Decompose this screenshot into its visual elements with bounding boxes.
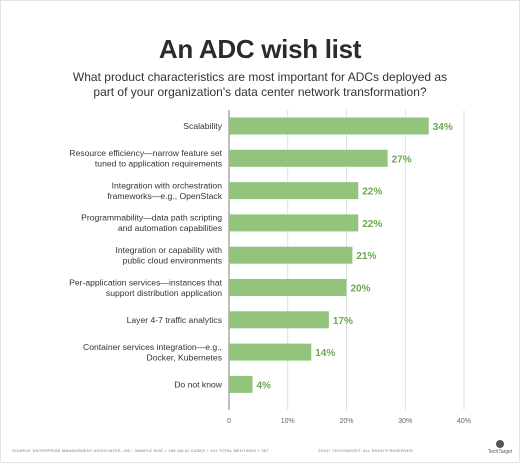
bar	[229, 117, 429, 135]
x-tick-label: 10%	[281, 418, 295, 425]
category-label-line: tuned to application requirements	[95, 159, 222, 169]
bar	[229, 279, 347, 296]
category-label: Do not know	[174, 379, 223, 389]
techtarget-logo-icon	[496, 440, 504, 448]
category-label: Integration with orchestration frameworks…	[107, 180, 222, 201]
source-note: SOURCE: ENTERPRISE MANAGEMENT ASSOCIATES…	[12, 448, 269, 453]
category-label-line: support distribution application	[106, 288, 222, 298]
category-label-line: frameworks—e.g., OpenStack	[107, 191, 222, 201]
bar	[229, 311, 329, 329]
copyright-note: ©2017 TECHTARGET. ALL RIGHTS RESERVED	[318, 448, 413, 453]
category-label-line: Integration with orchestration	[112, 180, 223, 190]
category-label-line: Container services integration—e.g.,	[83, 342, 222, 352]
category-label: Scalability	[183, 121, 222, 131]
category-label-line: Integration or capability with	[115, 245, 222, 255]
category-label: Programmability—data path scripting and a…	[81, 213, 222, 234]
x-tick-label: 40%	[457, 418, 471, 425]
bar-value-label: 21%	[356, 251, 376, 262]
techtarget-logo: TechTarget	[486, 440, 514, 455]
bar-value-label: 22%	[362, 219, 382, 230]
techtarget-logo-text: TechTarget	[487, 449, 513, 455]
bar	[229, 343, 312, 361]
bar	[229, 214, 359, 232]
category-label: Resource efficiency—narrow feature set tu…	[69, 148, 222, 169]
category-label-line: public cloud environments	[123, 255, 222, 265]
category-label: Per-application services—instances that s…	[69, 277, 222, 298]
chart-subtitle: What product characteristics are most im…	[72, 70, 448, 99]
bar-value-label: 34%	[433, 122, 453, 133]
bar	[229, 375, 253, 393]
category-label: Integration or capability with public clo…	[115, 245, 222, 266]
bar-value-label: 4%	[257, 380, 272, 391]
category-label-line: Resource efficiency—narrow feature set	[69, 148, 222, 158]
category-label: Layer 4-7 traffic analytics	[127, 315, 222, 325]
category-label-line: Layer 4-7 traffic analytics	[127, 315, 222, 325]
x-tick-label: 30%	[398, 418, 412, 425]
x-tick-label: 0	[227, 418, 231, 425]
category-label-line: Programmability—data path scripting	[81, 213, 222, 223]
category-label-line: Do not know	[174, 379, 223, 389]
chart-title: An ADC wish list	[158, 34, 362, 64]
bar-value-label: 20%	[351, 284, 371, 295]
bar	[229, 149, 388, 167]
category-label-line: Docker, Kubernetes	[147, 352, 222, 362]
bar-value-label: 17%	[333, 316, 353, 327]
bar	[229, 182, 359, 200]
x-tick-label: 20%	[339, 418, 353, 425]
category-label: Container services integration—e.g., Dock…	[83, 342, 222, 363]
bar-value-label: 22%	[362, 187, 382, 198]
category-label-line: and automation capabilities	[118, 223, 222, 233]
bar	[229, 246, 353, 264]
bar-value-label: 27%	[392, 154, 412, 165]
category-label-line: Scalability	[183, 121, 222, 131]
bar-value-label: 14%	[315, 348, 335, 359]
category-label-line: Per-application services—instances that	[69, 277, 222, 287]
